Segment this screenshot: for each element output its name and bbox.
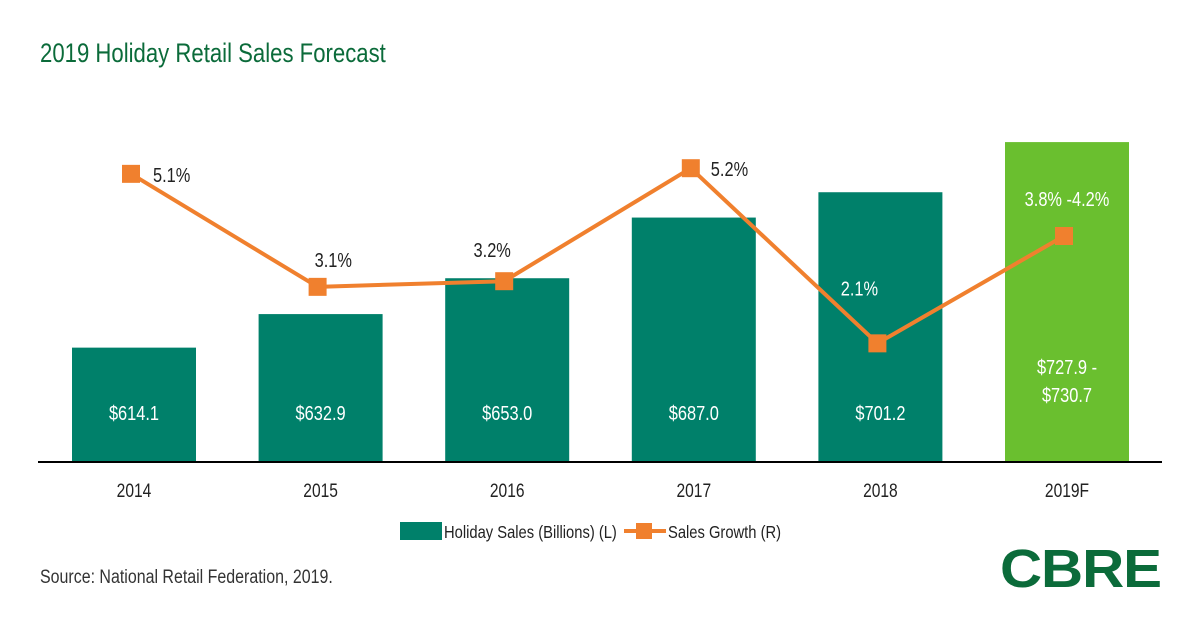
legend-label: Sales Growth (R) <box>668 523 781 543</box>
line-marker <box>308 277 327 296</box>
growth-value-label: 5.1% <box>153 163 190 186</box>
bar <box>631 217 756 462</box>
sales-growth-line <box>129 166 1065 346</box>
legend-swatch-marker <box>636 523 652 539</box>
bar-value-label: $632.9 <box>296 401 346 424</box>
bar <box>445 278 570 462</box>
line-marker <box>122 164 140 183</box>
line-marker <box>1055 227 1073 245</box>
legend-swatch-holiday-sales <box>400 522 442 540</box>
bar <box>818 192 943 463</box>
bar-value-label: $727.9 - <box>1037 355 1097 378</box>
x-tick-label: 2017 <box>676 480 711 502</box>
bar-value-label: $687.0 <box>669 401 719 424</box>
bar-value-label: $730.7 <box>1042 383 1092 406</box>
x-tick-label: 2016 <box>490 480 525 502</box>
source-note: Source: National Retail Federation, 2019… <box>40 567 333 588</box>
x-tick-label: 2014 <box>117 480 152 502</box>
growth-value-label: 3.8% -4.2% <box>1025 187 1110 210</box>
growth-value-label: 2.1% <box>841 277 878 300</box>
growth-value-label: 3.1% <box>315 248 352 271</box>
bar <box>72 347 196 462</box>
bar-value-label: $653.0 <box>482 401 532 424</box>
growth-value-label: 5.2% <box>711 158 748 181</box>
bar-value-label: $614.1 <box>109 401 159 424</box>
legend-label: Holiday Sales (Billions) (L) <box>444 523 617 543</box>
x-tick-label: 2019F <box>1045 480 1089 502</box>
line-marker <box>868 334 887 353</box>
line-marker <box>495 272 514 291</box>
x-tick-label: 2015 <box>303 480 338 502</box>
cbre-logo: CBRE <box>1000 539 1162 599</box>
line-marker <box>681 159 700 178</box>
bar-value-label: $701.2 <box>855 401 905 424</box>
bar <box>1005 142 1129 462</box>
bar <box>258 314 383 462</box>
x-tick-label: 2018 <box>863 480 898 502</box>
chart-title: 2019 Holiday Retail Sales Forecast <box>40 38 386 68</box>
growth-value-label: 3.2% <box>474 239 511 262</box>
